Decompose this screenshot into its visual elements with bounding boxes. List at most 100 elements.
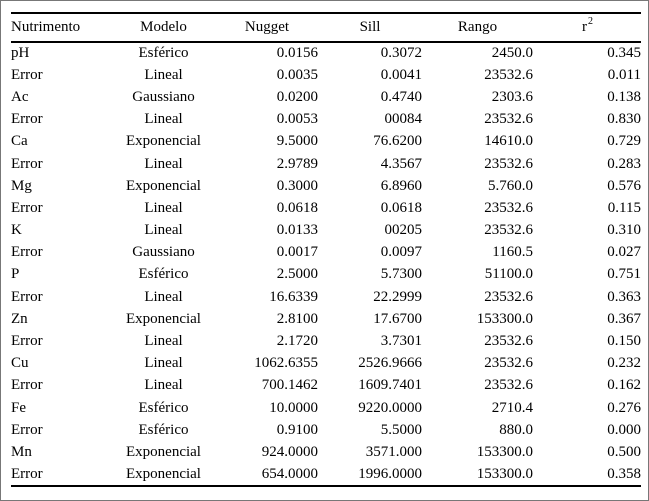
cell-modelo: Lineal	[144, 222, 183, 239]
cell-modelo: Exponencial	[126, 465, 201, 482]
cell-sill: 0.3072	[380, 45, 422, 62]
cell-r2: 0.162	[607, 377, 641, 394]
cell-sill: 17.6700	[373, 310, 422, 327]
cell-rango: 153300.0	[476, 310, 533, 327]
cell-nutrimento: Ca	[11, 133, 28, 150]
cell-nugget: 924.0000	[261, 443, 318, 460]
cell-nugget: 2.8100	[276, 310, 318, 327]
cell-rango: 23532.6	[484, 222, 533, 239]
table-row: Error Lineal 16.6339 22.2999 23532.6 0.363	[11, 286, 641, 308]
cell-rango: 51100.0	[484, 266, 533, 283]
cell-r2: 0.276	[607, 399, 641, 416]
table-row: Error Lineal 2.9789 4.3567 23532.6 0.283	[11, 153, 641, 175]
cell-modelo: Exponencial	[126, 177, 201, 194]
cell-nugget: 10.0000	[269, 399, 318, 416]
cell-rango: 2450.0	[491, 45, 533, 62]
table-row: Error Exponencial 654.0000 1996.0000 153300.…	[11, 464, 641, 486]
cell-sill: 22.2999	[373, 288, 422, 305]
cell-modelo: Lineal	[144, 155, 183, 172]
cell-rango: 153300.0	[476, 443, 533, 460]
cell-sill: 5.5000	[380, 421, 422, 438]
table-row: pH Esférico 0.0156 0.3072 2450.0 0.345	[11, 42, 641, 64]
cell-rango: 1160.5	[492, 244, 533, 261]
table-row: Error Lineal 2.1720 3.7301 23532.6 0.150	[11, 330, 641, 352]
cell-modelo: Esférico	[138, 45, 189, 62]
cell-nutrimento: Mn	[11, 443, 32, 460]
col-header-modelo: Modelo	[111, 13, 216, 43]
cell-sill: 00084	[384, 111, 423, 128]
cell-nutrimento: Error	[11, 111, 43, 128]
cell-r2: 0.830	[607, 111, 641, 128]
cell-rango: 23532.6	[484, 288, 533, 305]
cell-sill: 76.6200	[373, 133, 422, 150]
cell-r2: 0.000	[607, 421, 641, 438]
cell-nugget: 2.9789	[276, 155, 318, 172]
cell-nutrimento: Error	[11, 199, 43, 216]
cell-modelo: Gaussiano	[132, 88, 195, 105]
col-header-nugget: Nugget	[216, 13, 318, 43]
table-header: Nutrimento Modelo Nugget Sill Rango r2	[11, 13, 641, 43]
col-header-r-squared: r2	[533, 13, 641, 43]
cell-modelo: Esférico	[138, 421, 189, 438]
cell-r2: 0.363	[607, 288, 641, 305]
cell-nutrimento: Cu	[11, 355, 29, 372]
cell-sill: 0.4740	[380, 88, 422, 105]
cell-r2: 0.138	[607, 88, 641, 105]
table-row: P Esférico 2.5000 5.7300 51100.0 0.751	[11, 264, 641, 286]
cell-rango: 5.760.0	[488, 177, 533, 194]
cell-nutrimento: Ac	[11, 88, 29, 105]
cell-nutrimento: Mg	[11, 177, 32, 194]
table-row: Mn Exponencial 924.0000 3571.000 153300.0 0.5…	[11, 441, 641, 463]
cell-sill: 0.0041	[380, 66, 422, 83]
cell-nugget: 0.0156	[276, 45, 318, 62]
cell-rango: 2303.6	[491, 88, 533, 105]
cell-sill: 0.0097	[380, 244, 422, 261]
cell-r2: 0.115	[607, 199, 641, 216]
cell-nugget: 2.1720	[276, 333, 318, 350]
cell-sill: 5.7300	[380, 266, 422, 283]
cell-modelo: Lineal	[144, 355, 183, 372]
table-row: Error Lineal 0.0053 00084 23532.6 0.830	[11, 109, 641, 131]
cell-nugget: 0.0035	[276, 66, 318, 83]
cell-sill: 0.0618	[380, 199, 422, 216]
table-row: K Lineal 0.0133 00205 23532.6 0.310	[11, 220, 641, 242]
cell-rango: 153300.0	[476, 465, 533, 482]
cell-modelo: Lineal	[144, 199, 183, 216]
cell-nutrimento: Error	[11, 333, 43, 350]
cell-r2: 0.310	[607, 222, 641, 239]
cell-r2: 0.011	[607, 66, 641, 83]
cell-rango: 23532.6	[484, 199, 533, 216]
cell-modelo: Esférico	[138, 266, 189, 283]
table-row: Zn Exponencial 2.8100 17.6700 153300.0 0.367	[11, 308, 641, 330]
cell-nugget: 1062.6355	[254, 355, 318, 372]
cell-nugget: 0.3000	[276, 177, 318, 194]
cell-sill: 2526.9666	[358, 355, 422, 372]
cell-rango: 23532.6	[484, 355, 533, 372]
cell-nugget: 0.0053	[276, 111, 318, 128]
table-row: Mg Exponencial 0.3000 6.8960 5.760.0 0.576	[11, 175, 641, 197]
cell-nutrimento: Error	[11, 377, 43, 394]
cell-rango: 23532.6	[484, 155, 533, 172]
cell-sill: 00205	[384, 222, 423, 239]
cell-nutrimento: Zn	[11, 310, 28, 327]
cell-r2: 0.500	[607, 443, 641, 460]
cell-nutrimento: K	[11, 222, 22, 239]
table-row: Ac Gaussiano 0.0200 0.4740 2303.6 0.138	[11, 86, 641, 108]
cell-sill: 3571.000	[365, 443, 422, 460]
cell-modelo: Gaussiano	[132, 244, 195, 261]
col-header-sill: Sill	[318, 13, 422, 43]
cell-sill: 1996.0000	[358, 465, 422, 482]
cell-r2: 0.150	[607, 333, 641, 350]
cell-rango: 880.0	[499, 421, 533, 438]
cell-rango: 23532.6	[484, 111, 533, 128]
cell-nutrimento: Error	[11, 465, 43, 482]
cell-modelo: Lineal	[144, 333, 183, 350]
cell-nutrimento: Error	[11, 66, 43, 83]
cell-r2: 0.358	[607, 465, 641, 482]
cell-r2: 0.367	[607, 310, 641, 327]
col-header-rango: Rango	[422, 13, 533, 43]
cell-nugget: 700.1462	[261, 377, 318, 394]
cell-nutrimento: Error	[11, 421, 43, 438]
cell-sill: 1609.7401	[358, 377, 422, 394]
